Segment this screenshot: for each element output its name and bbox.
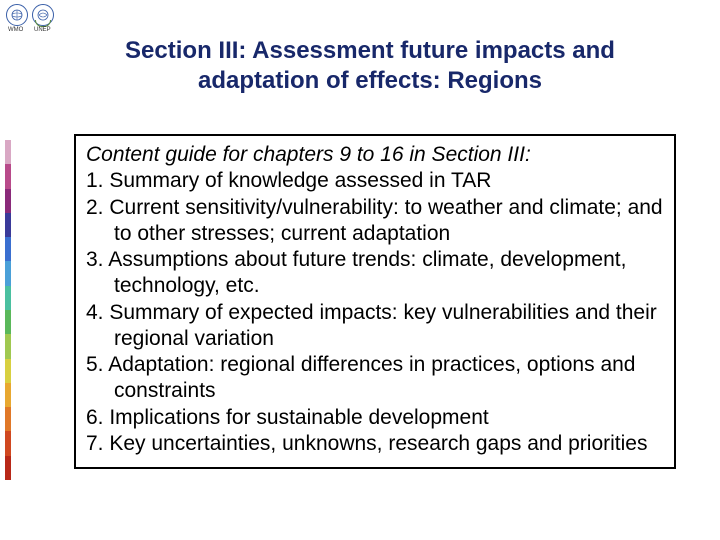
content-list-item: 3. Assumptions about future trends: clim… bbox=[86, 247, 664, 300]
slide-title: Section III: Assessment future impacts a… bbox=[80, 36, 660, 96]
unep-label: UNEP bbox=[34, 27, 51, 33]
content-heading: Content guide for chapters 9 to 16 in Se… bbox=[86, 142, 664, 168]
content-list-item: 5. Adaptation: regional differences in p… bbox=[86, 352, 664, 405]
content-list-item: 4. Summary of expected impacts: key vuln… bbox=[86, 300, 664, 353]
content-box: Content guide for chapters 9 to 16 in Se… bbox=[74, 134, 676, 469]
rainbow-decoration bbox=[5, 140, 11, 480]
unep-logo-icon bbox=[32, 4, 54, 26]
wmo-label: WMO bbox=[8, 27, 23, 33]
title-line-2: adaptation of effects: Regions bbox=[198, 67, 542, 94]
wmo-logo-icon bbox=[6, 4, 28, 26]
content-list-item: 1. Summary of knowledge assessed in TAR bbox=[86, 168, 664, 194]
content-list: 1. Summary of knowledge assessed in TAR2… bbox=[86, 168, 664, 457]
content-list-item: 7. Key uncertainties, unknowns, research… bbox=[86, 431, 664, 457]
header-logos bbox=[6, 4, 54, 26]
title-line-1: Section III: Assessment future impacts a… bbox=[125, 37, 615, 64]
content-list-item: 6. Implications for sustainable developm… bbox=[86, 405, 664, 431]
content-list-item: 2. Current sensitivity/vulnerability: to… bbox=[86, 195, 664, 248]
